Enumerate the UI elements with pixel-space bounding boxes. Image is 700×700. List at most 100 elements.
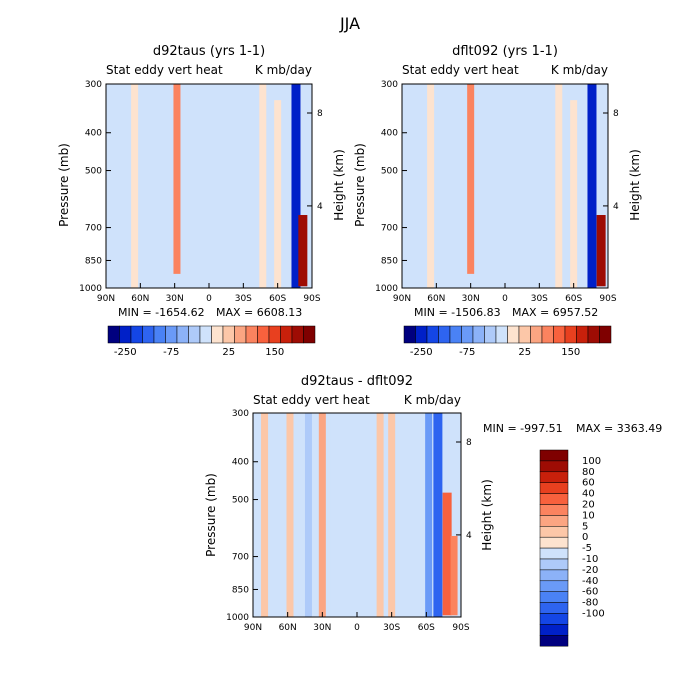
colorbar-swatch (119, 325, 132, 344)
x-tick-label: 30N (462, 294, 480, 304)
colorbar-swatch (539, 536, 569, 549)
data-feature-8 (433, 413, 443, 617)
panel-1-ylabel-right: Height (km) (332, 149, 346, 220)
colorbar-swatch (280, 325, 293, 344)
data-feature-6 (388, 413, 396, 617)
y-tick-label: 500 (85, 167, 102, 177)
y-tick-label: 1000 (226, 613, 249, 623)
colorbar-swatch (587, 325, 600, 344)
panel-3: d92taus - dflt092 Stat eddy vert heat K … (204, 374, 662, 647)
panel-1-ylabel: Pressure (mb) (57, 143, 71, 227)
colorbar-label: -60 (582, 587, 598, 598)
colorbar-label: -250 (410, 347, 433, 358)
panel-1-colorbar: -250 -75 25 150 (107, 325, 316, 358)
panel-2: dflt092 (yrs 1-1) Stat eddy vert heat K … (353, 44, 642, 358)
panel-2-min-label: MIN = -1506.83 (414, 306, 501, 319)
data-feature-3 (427, 84, 435, 288)
colorbar-label: -10 (582, 554, 598, 565)
colorbar-swatch (539, 460, 569, 473)
panel-1-title: d92taus (yrs 1-1) (153, 44, 265, 59)
panel-2-left-label: Stat eddy vert heat (402, 63, 519, 77)
colorbar-label: 40 (582, 489, 595, 500)
panel-3-max-label: MAX = 3363.49 (576, 422, 662, 435)
x-tick-label: 90S (303, 294, 320, 304)
x-tick-label: 60N (131, 294, 149, 304)
colorbar-label: -250 (114, 347, 137, 358)
panel-1-right-label: K mb/day (255, 63, 312, 77)
data-feature-7 (425, 413, 433, 617)
colorbar-swatch (268, 325, 281, 344)
panel-3-min-label: MIN = -997.51 (483, 422, 563, 435)
colorbar-label: 5 (582, 521, 588, 532)
data-feature-2 (274, 100, 282, 289)
colorbar-swatch (530, 325, 543, 344)
colorbar-label: -100 (582, 609, 605, 620)
x-tick-label: 60S (269, 294, 286, 304)
x-tick-label: 60N (427, 294, 445, 304)
x-tick-label: 90N (244, 623, 262, 633)
panel-1: d92taus (yrs 1-1) Stat eddy vert heat K … (57, 44, 346, 358)
colorbar-swatch (539, 613, 569, 625)
colorbar-label: 0 (582, 532, 588, 543)
panel-3-title: d92taus - dflt092 (301, 374, 413, 389)
colorbar-label: 25 (518, 347, 531, 358)
colorbar-label: -75 (459, 347, 475, 358)
colorbar-label: -20 (582, 565, 598, 576)
x-tick-label: 30S (235, 294, 252, 304)
colorbar-swatch (438, 325, 451, 344)
colorbar-swatch (495, 325, 508, 344)
y-tick-label: 300 (381, 80, 398, 90)
colorbar-swatch (403, 325, 416, 344)
colorbar-swatch (539, 591, 569, 603)
colorbar-swatch (539, 493, 569, 505)
colorbar-swatch (222, 325, 235, 344)
x-tick-label: 60S (565, 294, 582, 304)
height-tick-label: 4 (317, 202, 323, 212)
panel-2-ylabel: Pressure (mb) (353, 143, 367, 227)
data-feature-3 (131, 84, 139, 288)
colorbar-swatch (518, 325, 531, 344)
colorbar-swatch (539, 602, 569, 614)
colorbar-swatch (599, 325, 612, 344)
colorbar-label: -80 (582, 598, 598, 609)
x-tick-label: 30S (383, 623, 400, 633)
colorbar-swatch (539, 547, 569, 560)
colorbar-swatch (539, 558, 569, 571)
colorbar-swatch (564, 325, 577, 344)
data-feature-4 (587, 84, 597, 288)
data-feature-0 (467, 84, 475, 274)
data-feature-2 (304, 413, 312, 617)
data-feature-2 (570, 100, 578, 289)
height-tick-label: 8 (466, 438, 472, 448)
data-feature-9 (442, 492, 452, 616)
panel-3-right-label: K mb/day (404, 393, 461, 407)
colorbar-swatch (107, 325, 120, 344)
panel-2-colorbar: -250 -75 25 150 (403, 325, 612, 358)
colorbar-swatch (539, 526, 569, 538)
colorbar-swatch (199, 325, 212, 344)
data-feature-5 (596, 215, 606, 287)
y-tick-label: 700 (232, 553, 249, 563)
y-tick-label: 400 (232, 458, 249, 468)
y-tick-label: 500 (232, 496, 249, 506)
x-tick-label: 30S (531, 294, 548, 304)
colorbar-swatch (539, 482, 569, 494)
data-feature-5 (298, 215, 308, 287)
colorbar-swatch (211, 325, 224, 344)
panel-1-left-label: Stat eddy vert heat (106, 63, 223, 77)
panel-1-plot: 90N 60N 30N 0 30S 60S 90S 300 400 500 700 850 1000 8 4 (79, 80, 323, 304)
colorbar-swatch (257, 325, 270, 344)
colorbar-swatch (165, 325, 178, 344)
height-tick-label: 4 (613, 202, 619, 212)
colorbar-swatch (507, 325, 520, 344)
panel-2-right-label: K mb/day (551, 63, 608, 77)
figure-title: JJA (339, 14, 360, 33)
data-feature-0 (261, 413, 269, 617)
colorbar-label: 100 (582, 456, 601, 467)
colorbar-label: 60 (582, 478, 595, 489)
x-tick-label: 90S (452, 623, 469, 633)
x-tick-label: 60S (418, 623, 435, 633)
colorbar-swatch (426, 325, 439, 344)
